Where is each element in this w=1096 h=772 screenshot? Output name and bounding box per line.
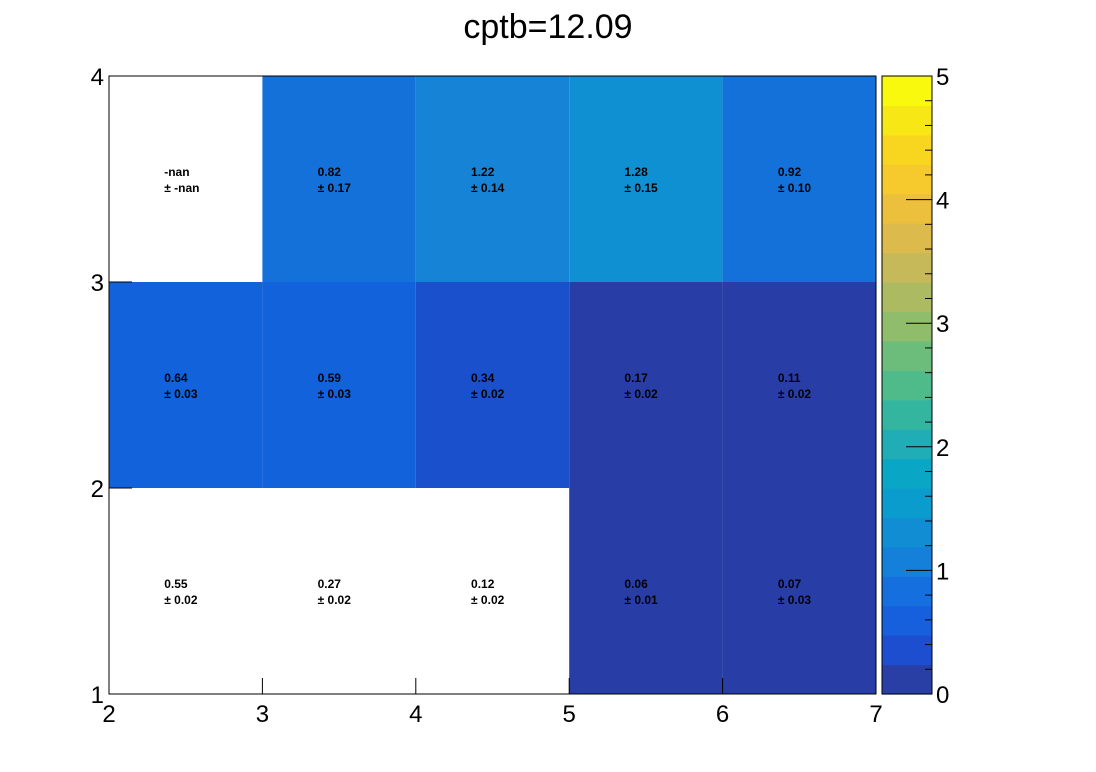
heatmap-cell	[569, 76, 723, 282]
heatmap-cell	[109, 488, 263, 694]
heatmap-cell	[722, 282, 876, 488]
chart-title: cptb=12.09	[463, 8, 632, 46]
colorbar: 0 1 2 3 4 5	[881, 64, 949, 709]
cell-value-label: 1.22	[471, 165, 495, 179]
x-tick-label: 4	[409, 701, 422, 728]
cell-value-label: 0.06	[624, 577, 648, 591]
cell-error-label: ± 0.02	[318, 593, 352, 607]
colorbar-segment	[882, 340, 932, 371]
colorbar-segment	[882, 546, 932, 577]
cell-value-label: -nan	[164, 165, 189, 179]
cell-error-label: ± 0.15	[624, 181, 658, 195]
heatmap-cell	[722, 488, 876, 694]
heatmap-cell	[569, 488, 723, 694]
colorbar-segment	[882, 664, 932, 695]
y-tick-label: 4	[91, 64, 104, 91]
y-tick-label: 2	[91, 476, 104, 503]
heatmap-cell	[109, 282, 263, 488]
x-tick-label: 7	[869, 701, 882, 728]
x-tick-label: 5	[563, 701, 576, 728]
colorbar-segment	[882, 517, 932, 548]
heatmap-cell	[415, 76, 570, 282]
colorbar-tick-label: 4	[936, 188, 949, 215]
cell-error-label: ± 0.03	[778, 593, 812, 607]
cell-value-label: 0.92	[778, 165, 802, 179]
heatmap-cell	[722, 76, 876, 282]
heatmap-cells: 0.55 ± 0.02 0.27 ± 0.02 0.12 ± 0.02 0.06 ± 0.01…	[109, 76, 876, 694]
heatmap-cell	[262, 282, 416, 488]
cell-error-label: ± 0.14	[471, 181, 505, 195]
cell-error-label: ± 0.02	[471, 387, 505, 401]
colorbar-segment	[882, 458, 932, 489]
cell-error-label: ± 0.17	[318, 181, 352, 195]
cell-value-label: 0.59	[318, 371, 342, 385]
cell-error-label: ± -nan	[164, 181, 199, 195]
colorbar-segment	[882, 635, 932, 666]
cell-value-label: 0.12	[471, 577, 495, 591]
plot-frame	[108, 75, 877, 695]
colorbar-segment	[882, 164, 932, 195]
cell-value-label: 0.55	[164, 577, 188, 591]
colorbar-segment	[882, 311, 932, 342]
cell-value-label: 0.34	[471, 371, 495, 385]
heatmap-cell	[109, 76, 263, 282]
colorbar-tick-label: 1	[936, 558, 949, 585]
colorbar-tick-label: 0	[936, 682, 949, 709]
cell-error-label: ± 0.02	[471, 593, 505, 607]
heatmap-cell	[262, 488, 416, 694]
heatmap-cell	[415, 282, 570, 488]
colorbar-segment	[882, 370, 932, 401]
x-tick-label: 2	[102, 701, 115, 728]
cell-value-label: 0.27	[318, 577, 342, 591]
cell-error-label: ± 0.03	[164, 387, 198, 401]
cell-value-label: 0.64	[164, 371, 188, 385]
colorbar-segment	[882, 605, 932, 636]
cell-error-label: ± 0.10	[778, 181, 812, 195]
colorbar-tick-label: 3	[936, 311, 949, 338]
cell-value-label: 0.07	[778, 577, 802, 591]
heatmap-cell	[415, 488, 570, 694]
colorbar-segment	[882, 488, 932, 519]
cell-value-label: 0.17	[624, 371, 648, 385]
cell-value-label: 0.11	[778, 371, 801, 385]
cell-value-label: 0.82	[318, 165, 342, 179]
colorbar-segment	[882, 105, 932, 136]
x-tick-label: 6	[716, 701, 729, 728]
cell-error-label: ± 0.02	[624, 387, 658, 401]
colorbar-tick-label: 2	[936, 435, 949, 462]
heatmap-cell	[262, 76, 416, 282]
colorbar-segment	[882, 252, 932, 283]
y-tick-label: 3	[91, 270, 104, 297]
cell-error-label: ± 0.03	[318, 387, 352, 401]
colorbar-segment	[882, 399, 932, 430]
cell-error-label: ± 0.02	[164, 593, 198, 607]
cell-error-label: ± 0.02	[778, 387, 812, 401]
colorbar-segment	[882, 282, 932, 313]
cell-value-label: 1.28	[624, 165, 648, 179]
colorbar-segment	[882, 429, 932, 460]
colorbar-segment	[882, 134, 932, 165]
colorbar-tick-label: 5	[936, 64, 949, 91]
colorbar-segment	[882, 576, 932, 607]
y-tick-label: 1	[91, 682, 104, 709]
colorbar-segment	[882, 223, 932, 254]
cell-error-label: ± 0.01	[624, 593, 658, 607]
x-tick-label: 3	[256, 701, 269, 728]
colorbar-segment	[882, 193, 932, 224]
heatmap-cell	[569, 282, 723, 488]
colorbar-segment	[882, 76, 932, 107]
